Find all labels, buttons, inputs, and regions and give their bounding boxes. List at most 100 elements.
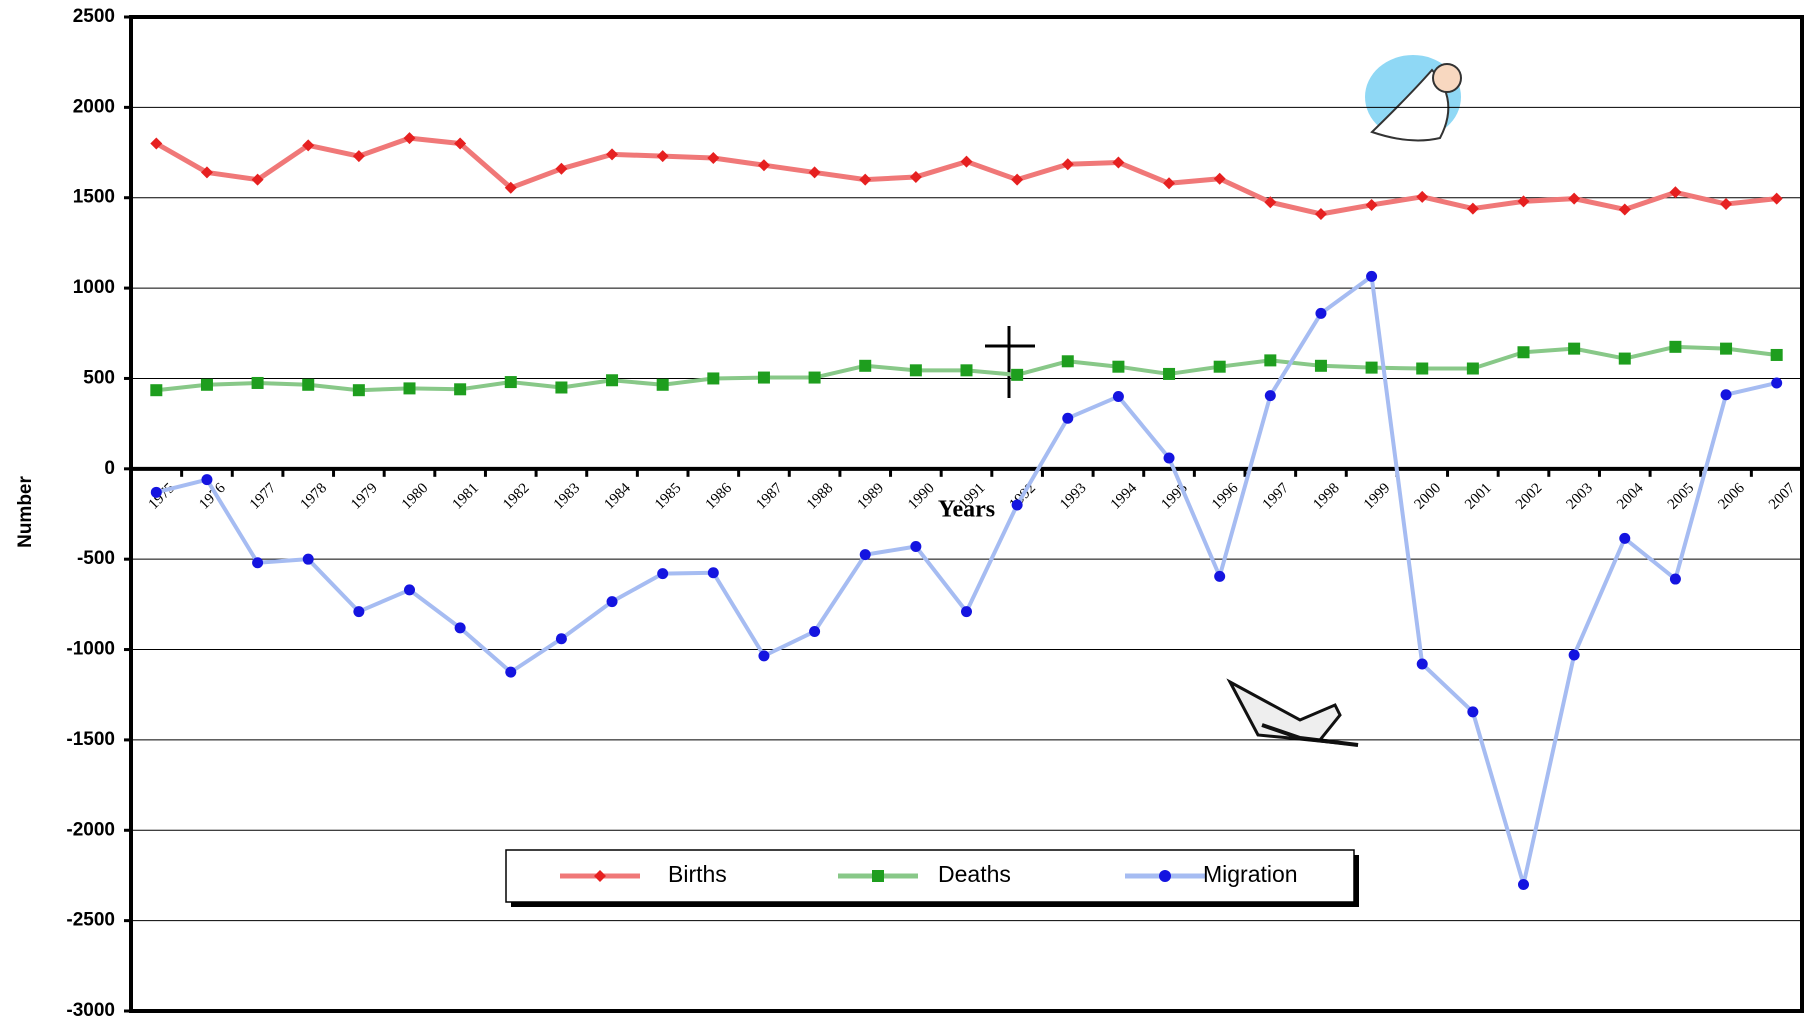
marker	[1314, 207, 1327, 220]
marker	[302, 553, 314, 565]
marker	[1669, 186, 1682, 199]
marker	[200, 166, 213, 179]
marker	[1314, 359, 1327, 372]
marker	[1264, 196, 1277, 209]
marker	[1315, 307, 1327, 319]
x-tick-label: 1982	[500, 480, 533, 513]
marker	[504, 376, 517, 389]
marker	[1466, 202, 1479, 215]
marker	[454, 383, 467, 396]
y-tick-label: -2000	[66, 819, 115, 840]
marker	[1416, 362, 1429, 375]
marker	[1213, 172, 1226, 185]
marker	[606, 596, 618, 608]
marker	[1770, 192, 1783, 205]
marker	[809, 625, 821, 637]
marker	[960, 155, 973, 168]
marker	[657, 568, 669, 580]
marker	[1213, 360, 1226, 373]
x-tick-label: 2001	[1462, 480, 1495, 513]
x-tick-label: 2007	[1766, 480, 1799, 513]
marker	[403, 132, 416, 145]
marker	[859, 173, 872, 186]
y-tick-label: 2000	[73, 96, 115, 117]
marker	[1264, 354, 1277, 367]
marker	[1365, 198, 1378, 211]
legend-label: Births	[668, 861, 727, 887]
marker	[352, 384, 365, 397]
y-tick-label: 1500	[73, 187, 115, 208]
marker	[1518, 878, 1529, 890]
x-tick-label: 1978	[298, 480, 331, 513]
x-tick-label: 1983	[551, 480, 584, 513]
y-tick-label: 0	[104, 458, 115, 479]
marker	[1112, 391, 1124, 403]
marker	[1061, 355, 1074, 368]
marker	[859, 359, 872, 372]
marker	[606, 374, 619, 387]
y-axis-label: Number	[15, 476, 36, 548]
x-tick-label: 1986	[703, 480, 736, 513]
marker	[1669, 340, 1682, 353]
x-tick-label: 1999	[1361, 480, 1394, 513]
marker	[251, 376, 264, 389]
y-tick-label: 1000	[73, 277, 115, 298]
marker	[808, 166, 821, 179]
marker	[1112, 156, 1125, 169]
marker	[1416, 658, 1428, 670]
x-tick-label: 2000	[1412, 480, 1445, 513]
marker	[910, 541, 922, 553]
marker	[859, 549, 871, 561]
marker	[1771, 377, 1783, 389]
y-tick-label: -500	[77, 548, 115, 569]
marker	[758, 650, 770, 662]
marker	[454, 622, 466, 634]
series-line	[155, 135, 1777, 217]
marker	[1061, 158, 1074, 171]
marker	[1112, 360, 1125, 373]
x-tick-label: 1993	[1057, 480, 1090, 513]
y-tick-label: -1000	[66, 639, 115, 660]
x-tick-label: 1988	[804, 480, 837, 513]
plot-frame	[129, 15, 1804, 1013]
marker	[960, 364, 973, 377]
marker	[1416, 190, 1429, 203]
marker	[504, 181, 517, 194]
marker	[302, 139, 315, 152]
marker	[1466, 362, 1479, 375]
x-tick-label: 1975	[146, 480, 179, 513]
marker	[1011, 173, 1024, 186]
marker	[707, 567, 719, 579]
x-tick-label: 1984	[601, 480, 634, 513]
marker	[656, 378, 669, 391]
marker	[403, 382, 416, 395]
marker	[1618, 203, 1631, 216]
baby-icon	[1365, 55, 1462, 142]
marker	[1163, 367, 1176, 380]
marker	[1264, 390, 1276, 402]
marker	[150, 137, 163, 150]
y-tick-label: -3000	[66, 1000, 115, 1021]
x-tick-label: 1994	[1108, 480, 1141, 513]
marker	[1011, 368, 1024, 381]
marker	[1467, 706, 1479, 718]
marker	[555, 381, 568, 394]
x-tick-label: 1989	[855, 480, 888, 513]
legend-marker	[594, 870, 606, 882]
marker	[808, 371, 821, 384]
marker	[1062, 412, 1074, 424]
marker	[1568, 192, 1581, 205]
marker	[1214, 570, 1226, 582]
marker	[252, 557, 264, 569]
y-tick-label: 500	[83, 367, 115, 388]
marker	[1568, 342, 1581, 355]
marker	[757, 159, 770, 172]
x-tick-label: 2005	[1665, 480, 1698, 513]
y-tick-label: 2500	[73, 6, 115, 27]
marker	[909, 364, 922, 377]
marker	[352, 150, 365, 163]
marker	[1619, 532, 1631, 544]
marker	[251, 173, 264, 186]
marker	[707, 151, 720, 164]
